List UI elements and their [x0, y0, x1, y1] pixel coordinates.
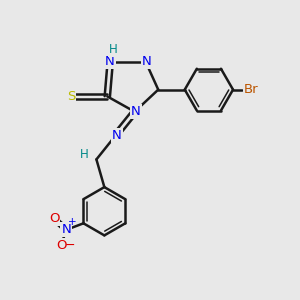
Text: S: S: [67, 90, 75, 103]
Text: N: N: [61, 223, 71, 236]
Text: H: H: [80, 148, 88, 160]
Text: +: +: [68, 217, 76, 226]
Text: N: N: [131, 105, 141, 118]
Text: H: H: [109, 43, 118, 56]
Text: O: O: [49, 212, 59, 225]
Text: N: N: [112, 129, 122, 142]
Text: N: N: [105, 55, 115, 68]
Text: N: N: [142, 55, 151, 68]
Text: O: O: [56, 238, 66, 252]
Text: −: −: [65, 239, 75, 252]
Text: Br: Br: [244, 83, 259, 96]
